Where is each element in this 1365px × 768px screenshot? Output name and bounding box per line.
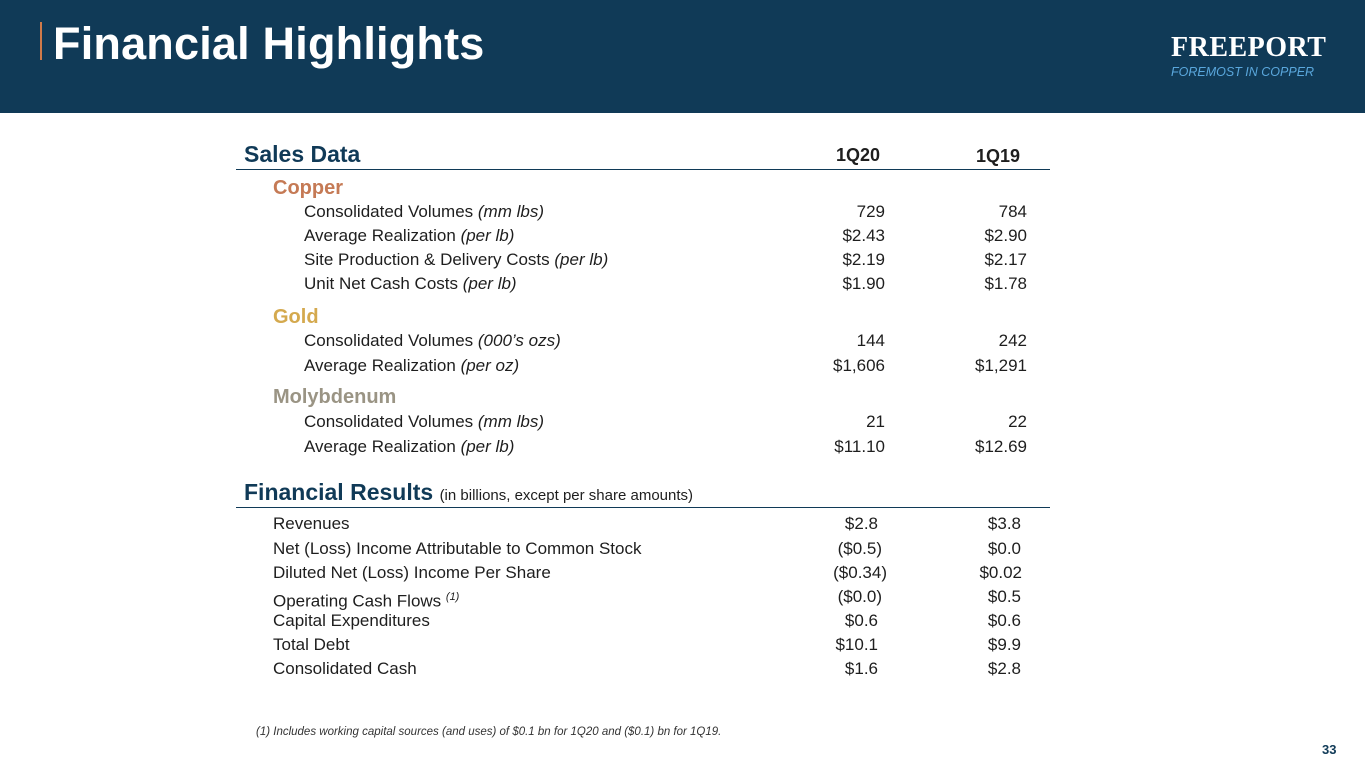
value-1q19: $1.78 <box>984 274 1027 293</box>
row-label: Average Realization <box>304 437 461 456</box>
financial-divider <box>236 507 1050 508</box>
value-1q19: 784 <box>998 202 1027 221</box>
category-copper: Copper <box>273 177 343 199</box>
table-row: Consolidated Volumes (mm lbs) 729 784 <box>0 200 1365 224</box>
value-1q20: $1.6 <box>844 659 878 678</box>
value-1q20: 729 <box>856 202 885 221</box>
value-1q19: $12.69 <box>975 437 1027 456</box>
row-label: Consolidated Volumes <box>304 331 478 350</box>
table-row: Average Realization (per lb) $11.10 $12.… <box>0 435 1365 459</box>
row-label: Consolidated Volumes <box>304 202 478 221</box>
value-1q19: $2.8 <box>987 659 1021 678</box>
row-label: Site Production & Delivery Costs <box>304 250 555 269</box>
footnote-marker: (1) <box>445 591 460 603</box>
value-1q19: $9.9 <box>987 635 1021 654</box>
category-gold: Gold <box>273 306 319 328</box>
row-label: Consolidated Cash <box>273 659 417 678</box>
row-unit: (000’s ozs) <box>477 331 561 350</box>
column-header-1q19: 1Q19 <box>976 146 1021 166</box>
value-1q20: 21 <box>866 412 885 431</box>
value-1q20: $1.90 <box>842 274 885 293</box>
row-unit: (per lb) <box>460 437 515 456</box>
row-label: Consolidated Volumes <box>304 412 478 431</box>
value-1q20: ($0.0) <box>837 587 882 606</box>
table-row: Total Debt $10.1 $9.9 <box>0 633 1365 657</box>
row-label: Net (Loss) Income Attributable to Common… <box>273 539 642 558</box>
row-label: Revenues <box>273 514 350 533</box>
value-1q20: $10.1 <box>835 635 878 654</box>
sales-data-heading: Sales Data <box>244 141 361 167</box>
financial-results-title: Financial Results <box>244 479 434 505</box>
slide-header: Financial Highlights FREEPORT FOREMOST I… <box>0 0 1365 113</box>
value-1q19: $3.8 <box>987 514 1021 533</box>
value-1q19: $2.90 <box>984 226 1027 245</box>
value-1q19: $0.5 <box>987 587 1021 606</box>
row-label: Operating Cash Flows <box>273 591 446 611</box>
logo-tagline: FOREMOST IN COPPER <box>1171 65 1315 79</box>
value-1q20: $1,606 <box>833 356 885 375</box>
value-1q20: $2.19 <box>842 250 885 269</box>
value-1q20: $2.8 <box>844 514 878 533</box>
freeport-logo: FREEPORT <box>1171 32 1327 63</box>
title-accent-bar <box>40 22 42 60</box>
row-unit: (per lb) <box>462 274 517 293</box>
table-row: Diluted Net (Loss) Income Per Share ($0.… <box>0 561 1365 585</box>
row-label: Unit Net Cash Costs <box>304 274 463 293</box>
value-1q19: $2.17 <box>984 250 1027 269</box>
table-row: Average Realization (per lb) $2.43 $2.90 <box>0 224 1365 248</box>
row-unit: (mm lbs) <box>477 412 544 431</box>
row-unit: (per lb) <box>460 226 515 245</box>
value-1q19: $0.0 <box>987 539 1021 558</box>
row-label: Total Debt <box>273 635 350 654</box>
category-molybdenum: Molybdenum <box>273 386 397 408</box>
value-1q20: $2.43 <box>842 226 885 245</box>
row-label: Diluted Net (Loss) Income Per Share <box>273 563 551 582</box>
value-1q20: 144 <box>856 331 885 350</box>
row-unit: (mm lbs) <box>477 202 544 221</box>
financial-results-heading: Financial Results (in billions, except p… <box>244 478 693 510</box>
row-label: Average Realization <box>304 226 461 245</box>
table-row: Capital Expenditures $0.6 $0.6 <box>0 609 1365 633</box>
row-label: Capital Expenditures <box>273 611 430 630</box>
row-unit: (per lb) <box>554 250 609 269</box>
table-row: Operating Cash Flows (1) ($0.0) $0.5 <box>0 585 1365 611</box>
footnote: (1) Includes working capital sources (an… <box>256 726 722 738</box>
column-header-1q20: 1Q20 <box>836 145 881 165</box>
value-1q20: ($0.34) <box>833 563 887 582</box>
page-number: 33 <box>1322 742 1337 757</box>
value-1q20: ($0.5) <box>837 539 882 558</box>
table-row: Consolidated Volumes (000’s ozs) 144 242 <box>0 329 1365 353</box>
table-row: Average Realization (per oz) $1,606 $1,2… <box>0 354 1365 378</box>
financial-results-note: (in billions, except per share amounts) <box>439 487 694 504</box>
value-1q20: $11.10 <box>834 437 885 456</box>
table-row: Consolidated Volumes (mm lbs) 21 22 <box>0 410 1365 434</box>
sales-divider <box>236 169 1050 170</box>
table-row: Unit Net Cash Costs (per lb) $1.90 $1.78 <box>0 272 1365 296</box>
table-row: Consolidated Cash $1.6 $2.8 <box>0 657 1365 681</box>
table-row: Site Production & Delivery Costs (per lb… <box>0 248 1365 272</box>
row-unit: (per oz) <box>460 356 520 375</box>
value-1q19: $1,291 <box>975 356 1027 375</box>
value-1q19: 242 <box>998 331 1027 350</box>
table-row: Net (Loss) Income Attributable to Common… <box>0 537 1365 561</box>
value-1q19: $0.6 <box>987 611 1021 630</box>
slide-title: Financial Highlights <box>53 18 485 69</box>
value-1q19: $0.02 <box>979 563 1022 582</box>
table-row: Revenues $2.8 $3.8 <box>0 512 1365 536</box>
value-1q19: 22 <box>1008 412 1027 431</box>
value-1q20: $0.6 <box>844 611 878 630</box>
row-label: Average Realization <box>304 356 461 375</box>
